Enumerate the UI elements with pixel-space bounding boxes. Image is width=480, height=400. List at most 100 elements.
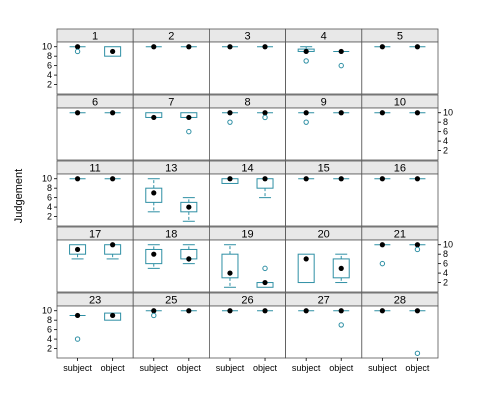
box-subject — [69, 110, 86, 116]
box-subject — [297, 46, 315, 64]
box-subject — [69, 312, 86, 342]
outlier-point — [262, 114, 268, 121]
box-object — [257, 44, 274, 50]
median-point — [338, 308, 344, 314]
median-point — [262, 308, 268, 314]
median-point — [338, 265, 344, 271]
panel-25: 25 subject object — [132, 292, 210, 373]
panel-frame — [285, 107, 363, 161]
median-point — [186, 44, 192, 50]
y-tick-label: 10 — [443, 108, 453, 118]
panel-21: 21 — [361, 226, 439, 293]
box-object — [180, 244, 198, 265]
box-body — [221, 253, 239, 279]
median-point — [151, 44, 157, 50]
box-object — [104, 110, 121, 116]
outlier-point — [303, 58, 309, 64]
x-tick-label: subject — [368, 363, 397, 373]
panel-strip-label: 4 — [321, 31, 327, 43]
box-object — [409, 44, 426, 50]
outlier-point — [338, 62, 344, 69]
box-body — [297, 253, 315, 284]
median-point — [110, 242, 116, 248]
box-object — [104, 46, 122, 57]
panel-11: 11 — [56, 160, 134, 227]
x-tick-label: subject — [216, 363, 245, 373]
median-point — [379, 242, 385, 248]
panel-strip-label: 17 — [89, 229, 101, 241]
y-tick-label: 2 — [443, 146, 448, 156]
y-tick-label: 10 — [443, 240, 453, 250]
median-point — [227, 176, 233, 182]
median-point — [303, 48, 309, 55]
median-point — [151, 114, 157, 121]
panel-strip-label: 28 — [394, 295, 406, 307]
panel-frame — [361, 41, 439, 95]
panel-frame — [56, 107, 134, 161]
box-object — [104, 242, 122, 260]
median-point — [414, 176, 421, 182]
panel-strip-label: 10 — [394, 97, 406, 109]
y-tick-label: 6 — [443, 127, 448, 137]
panel-frame — [132, 107, 210, 161]
outlier-point — [151, 312, 157, 319]
outlier-point — [227, 119, 233, 125]
panel-strip-label: 27 — [318, 295, 330, 307]
box-subject — [69, 176, 86, 182]
median-point — [151, 190, 157, 196]
panel-strip-label: 15 — [318, 163, 330, 175]
box-body — [104, 46, 122, 57]
panel-18: 18 — [132, 226, 210, 293]
panel-frame — [56, 41, 134, 95]
panel-strip-label: 16 — [394, 163, 406, 175]
median-point — [186, 204, 192, 210]
box-object — [257, 110, 274, 121]
median-point — [338, 48, 344, 55]
box-object — [409, 242, 426, 253]
panel-frame — [208, 107, 286, 161]
median-point — [414, 308, 421, 314]
y-tick-label: 6 — [47, 61, 52, 71]
box-body — [145, 248, 163, 265]
panel-frame — [56, 239, 134, 293]
box-subject — [374, 176, 391, 182]
panel-strip-label: 5 — [397, 31, 403, 43]
box-object — [180, 308, 197, 314]
median-point — [74, 44, 81, 50]
panel-strip-label: 26 — [241, 295, 253, 307]
x-tick-label: object — [329, 363, 354, 373]
outlier-point — [414, 350, 421, 356]
panel-strip-label: 1 — [92, 31, 98, 43]
panel-2: 2 — [132, 28, 210, 95]
box-object — [409, 308, 426, 356]
y-tick-label: 10 — [42, 42, 52, 52]
panel-strip-label: 11 — [89, 163, 100, 175]
panel-strip-label: 25 — [165, 295, 177, 307]
x-tick-label: object — [177, 363, 202, 373]
panel-frame — [285, 239, 363, 293]
panel-frame — [285, 41, 363, 95]
outlier-point — [262, 265, 268, 272]
box-object — [333, 308, 350, 328]
median-point — [110, 312, 116, 319]
outlier-point — [338, 322, 344, 328]
median-point — [110, 110, 116, 116]
box-object — [180, 197, 198, 222]
median-point — [303, 256, 309, 262]
panel-frame — [285, 173, 363, 227]
box-subject — [145, 244, 163, 269]
y-tick-label: 4 — [47, 70, 52, 80]
box-object — [257, 308, 274, 314]
panel-strip-label: 7 — [168, 97, 174, 109]
panel-strip-label: 6 — [92, 97, 98, 109]
median-point — [151, 308, 157, 314]
panel-strip-label: 13 — [165, 163, 177, 175]
y-tick-label: 4 — [47, 202, 52, 212]
outlier-point — [379, 260, 386, 267]
box-object — [409, 176, 426, 182]
